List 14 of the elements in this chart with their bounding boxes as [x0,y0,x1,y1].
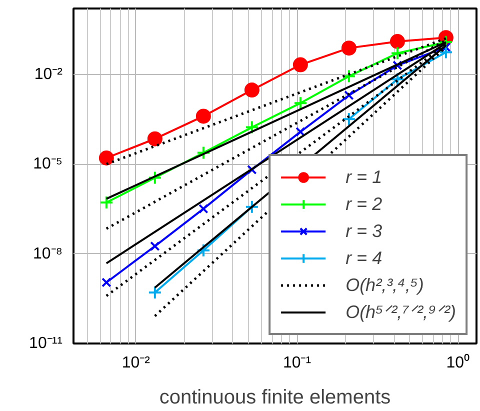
legend-label: O(h²,³,⁴,⁵) [346,274,424,296]
x-tick-label: 10⁰ [446,354,470,372]
y-tick-label: 10⁻⁵ [33,156,63,173]
legend-label: r = 3 [346,220,382,242]
y-tick-label: 10⁻² [34,66,64,83]
x-tick-label: 10⁻² [122,354,151,372]
x-axis-title: continuous finite elements [159,386,391,408]
legend-label: r = 2 [346,194,382,214]
legend-label: r = 4 [346,248,382,268]
y-tick-label: 10⁻¹¹ [29,335,62,352]
y-tick-label: 10⁻⁸ [32,245,62,262]
x-tick-label: 10⁻¹ [282,354,312,372]
legend-label: O(h⁵ᐟ²,⁷ᐟ²,⁹ᐟ²) [346,301,456,323]
legend-label: r = 1 [346,166,382,188]
